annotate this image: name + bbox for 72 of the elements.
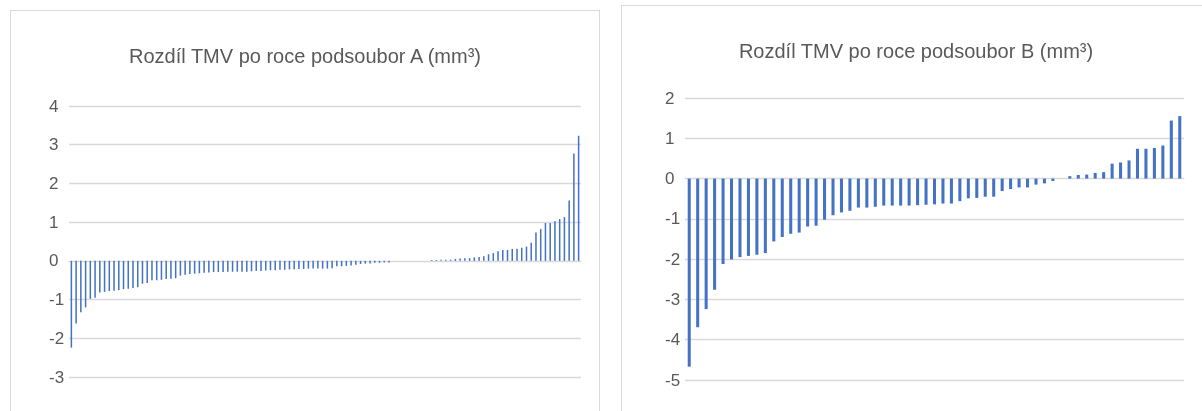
bar: [831, 178, 835, 216]
y-tick-label: -5: [665, 370, 681, 390]
bar: [1110, 163, 1114, 179]
bar: [1161, 145, 1165, 179]
bar: [907, 178, 911, 206]
bar: [983, 178, 987, 197]
bar: [848, 178, 852, 211]
bar: [949, 178, 953, 204]
bar: [1068, 176, 1072, 179]
bar: [1000, 178, 1004, 192]
bar: [1144, 148, 1148, 179]
bar: [873, 178, 877, 207]
bar: [966, 178, 970, 199]
bar: [1085, 174, 1089, 179]
bar: [958, 178, 962, 202]
bar: [975, 178, 979, 198]
bar: [1178, 116, 1182, 179]
bar: [882, 178, 886, 206]
bar: [772, 178, 776, 242]
bar: [1076, 174, 1080, 179]
bar: [806, 178, 810, 227]
bar: [746, 178, 750, 256]
y-tick-label: 1: [665, 128, 675, 148]
bar: [1119, 162, 1123, 179]
y-tick-label: 1: [49, 212, 59, 232]
bar: [713, 178, 717, 290]
bar: [1152, 147, 1156, 179]
y-tick-label: -1: [49, 290, 65, 310]
bar: [738, 178, 742, 258]
chart-title: Rozdíl TMV po roce podsoubor B (mm³): [738, 40, 1094, 62]
y-tick-label: -4: [665, 330, 681, 350]
bar: [1127, 160, 1131, 179]
bar: [814, 178, 818, 226]
y-tick-label: 4: [49, 96, 59, 116]
bar: [797, 178, 801, 233]
y-tick-label: -3: [49, 367, 65, 387]
chart-title: Rozdíl TMV po roce podsoubor A (mm³): [129, 45, 481, 67]
y-tick-label: 2: [49, 173, 59, 193]
bar: [704, 178, 708, 310]
y-tick-label: -2: [665, 249, 681, 269]
bar: [823, 178, 827, 220]
bar: [932, 178, 937, 205]
bar: [865, 178, 869, 208]
bar: [1034, 178, 1038, 185]
y-tick-label: -3: [665, 289, 681, 309]
bar: [696, 178, 700, 328]
bar: [763, 178, 767, 254]
y-tick-label: 2: [665, 88, 675, 108]
bar: [721, 178, 725, 264]
bar: [890, 178, 894, 206]
bar: [924, 178, 928, 205]
y-tick-label: -2: [49, 328, 65, 348]
bar: [839, 178, 843, 213]
bar: [992, 178, 996, 197]
bar: [1102, 172, 1106, 179]
bar: [789, 178, 793, 234]
y-tick-label: 0: [49, 251, 59, 271]
bar: [1135, 148, 1140, 179]
bar: [755, 178, 759, 255]
bar: [1093, 172, 1097, 179]
y-tick-label: 0: [665, 169, 675, 189]
bar: [1009, 178, 1013, 190]
bar: [899, 178, 903, 206]
bar: [687, 178, 691, 367]
y-tick-label: -1: [665, 209, 681, 229]
y-tick-label: 3: [49, 135, 59, 155]
bar: [780, 178, 784, 237]
bar: [1169, 120, 1173, 179]
bar: [856, 178, 860, 208]
bar: [916, 178, 920, 206]
bar: [729, 178, 734, 260]
bar: [941, 178, 945, 204]
